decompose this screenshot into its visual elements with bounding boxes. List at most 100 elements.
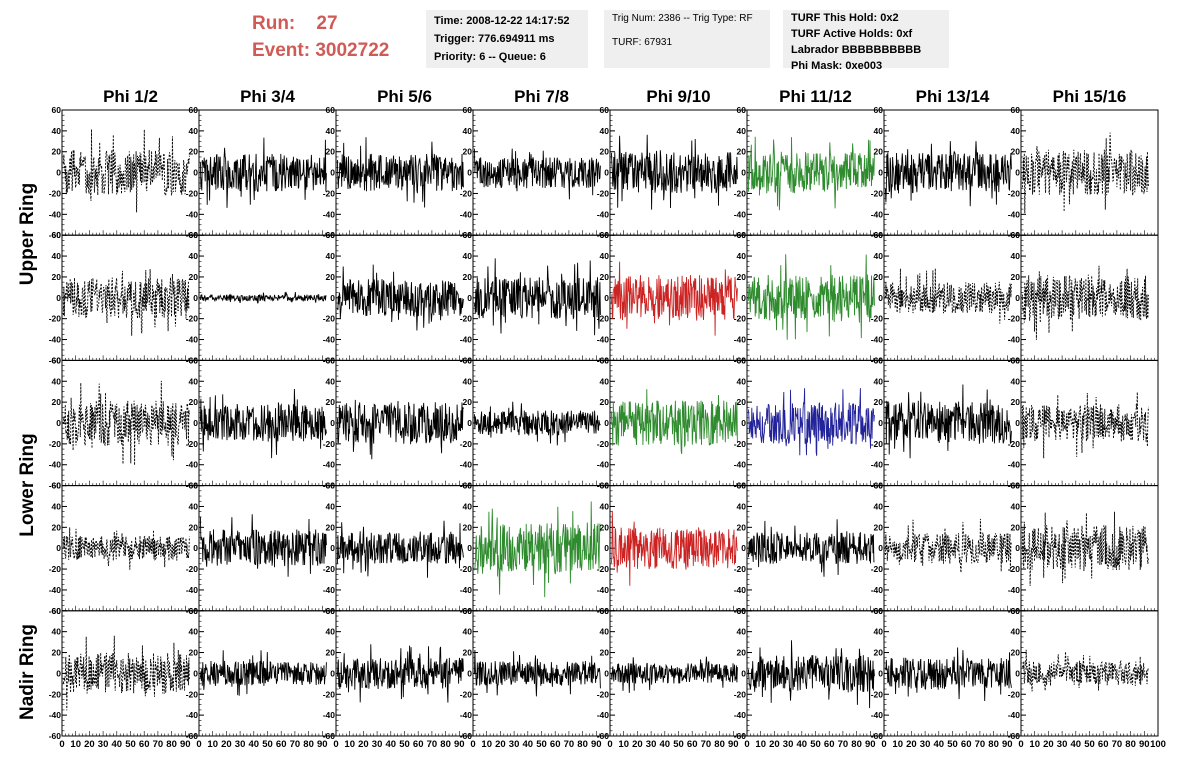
y-tick-label: -40: [49, 710, 62, 720]
y-tick-label: -40: [734, 335, 747, 345]
y-tick-label: 40: [326, 627, 336, 637]
y-tick-label: -60: [460, 731, 473, 741]
x-tick-label: 10: [1029, 739, 1040, 750]
time-text: Time: 2008-12-22 14:17:52: [434, 15, 570, 27]
x-tick-label: 90: [728, 739, 739, 750]
y-tick-label: -20: [49, 564, 62, 574]
y-tick-label: 60: [326, 105, 336, 115]
y-tick-label: 40: [600, 501, 610, 511]
x-tick-label: 10: [892, 739, 903, 750]
y-tick-label: 20: [1011, 648, 1021, 658]
y-tick-label: -40: [597, 710, 610, 720]
y-tick-label: -40: [186, 710, 199, 720]
column-label: Phi 15/16: [1052, 87, 1127, 106]
x-tick-label: 30: [98, 739, 109, 750]
waveform-trace: [884, 384, 1012, 459]
y-tick-label: -20: [597, 314, 610, 324]
y-tick-label: 0: [193, 543, 198, 553]
x-tick-label: 10: [207, 739, 218, 750]
y-tick-label: -40: [1008, 209, 1021, 219]
x-tick-label: 50: [810, 739, 821, 750]
y-tick-label: 0: [56, 543, 61, 553]
x-tick-label: 80: [1125, 739, 1136, 750]
y-tick-label: 40: [189, 501, 199, 511]
y-tick-label: -20: [460, 564, 473, 574]
column-label: Phi 5/6: [377, 87, 432, 106]
y-tick-label: -20: [871, 314, 884, 324]
y-tick-label: 40: [737, 126, 747, 136]
y-tick-label: 0: [878, 418, 883, 428]
y-tick-label: 40: [874, 126, 884, 136]
waveform-trace: [473, 649, 601, 697]
waveform-trace: [610, 510, 738, 586]
y-tick-label: 0: [467, 168, 472, 178]
y-tick-label: 0: [467, 543, 472, 553]
y-tick-label: -20: [460, 314, 473, 324]
column-label: Phi 13/14: [915, 87, 990, 106]
waveform-trace: [1021, 392, 1149, 459]
y-tick-label: 60: [874, 606, 884, 616]
waveform-trace: [336, 264, 464, 331]
x-tick-label: 60: [550, 739, 561, 750]
y-tick-label: 0: [1015, 168, 1020, 178]
y-tick-label: 20: [874, 397, 884, 407]
y-tick-label: -20: [323, 689, 336, 699]
turf-hold-text: TURF This Hold: 0x2: [791, 12, 899, 24]
y-tick-label: -40: [597, 460, 610, 470]
y-tick-label: 0: [878, 668, 883, 678]
x-tick-label: 70: [701, 739, 712, 750]
y-tick-label: -20: [871, 439, 884, 449]
waveform-trace: [610, 134, 738, 210]
x-tick-label: 10: [618, 739, 629, 750]
y-tick-label: -60: [49, 355, 62, 365]
x-tick-label: 50: [125, 739, 136, 750]
waveform-trace: [473, 401, 601, 446]
y-tick-label: -20: [734, 689, 747, 699]
waveform-trace: [884, 518, 1012, 573]
y-tick-label: -20: [734, 564, 747, 574]
waveform-trace: [610, 261, 738, 336]
y-tick-label: -20: [186, 439, 199, 449]
x-tick-label: 10: [481, 739, 492, 750]
x-tick-label: 70: [427, 739, 438, 750]
waveform-trace: [199, 388, 327, 459]
y-tick-label: -40: [460, 335, 473, 345]
x-tick-label: 30: [646, 739, 657, 750]
y-tick-label: 0: [1015, 543, 1020, 553]
y-tick-label: 40: [463, 501, 473, 511]
y-tick-label: -40: [323, 209, 336, 219]
x-tick-label: 50: [1084, 739, 1095, 750]
x-tick-label: 20: [1043, 739, 1054, 750]
x-tick-label: 50: [947, 739, 958, 750]
x-tick-label: 50: [536, 739, 547, 750]
y-tick-label: -20: [597, 188, 610, 198]
y-tick-label: 20: [326, 522, 336, 532]
waveform-trace: [747, 136, 875, 211]
labrador-text: Labrador BBBBBBBBBB: [791, 44, 922, 56]
y-tick-label: 0: [330, 293, 335, 303]
y-tick-label: 0: [193, 668, 198, 678]
y-tick-label: 60: [326, 355, 336, 365]
x-tick-label: 30: [372, 739, 383, 750]
y-tick-label: 20: [1011, 272, 1021, 282]
y-tick-label: 60: [874, 230, 884, 240]
x-tick-label: 50: [262, 739, 273, 750]
y-tick-label: 20: [874, 147, 884, 157]
y-tick-label: -20: [597, 689, 610, 699]
y-tick-label: 20: [600, 147, 610, 157]
y-tick-label: 60: [463, 355, 473, 365]
y-tick-label: -60: [49, 606, 62, 616]
y-tick-label: 40: [326, 251, 336, 261]
x-tick-label: 0: [470, 739, 475, 750]
x-tick-label: 0: [607, 739, 612, 750]
x-tick-label: 90: [591, 739, 602, 750]
y-tick-label: -40: [186, 585, 199, 595]
x-tick-label: 90: [1139, 739, 1150, 750]
y-tick-label: 40: [189, 251, 199, 261]
y-tick-label: 60: [52, 230, 62, 240]
y-tick-label: 20: [737, 522, 747, 532]
y-tick-label: 20: [600, 648, 610, 658]
x-tick-label: 20: [632, 739, 643, 750]
run-label: Run:: [252, 13, 296, 34]
y-tick-label: -40: [597, 585, 610, 595]
